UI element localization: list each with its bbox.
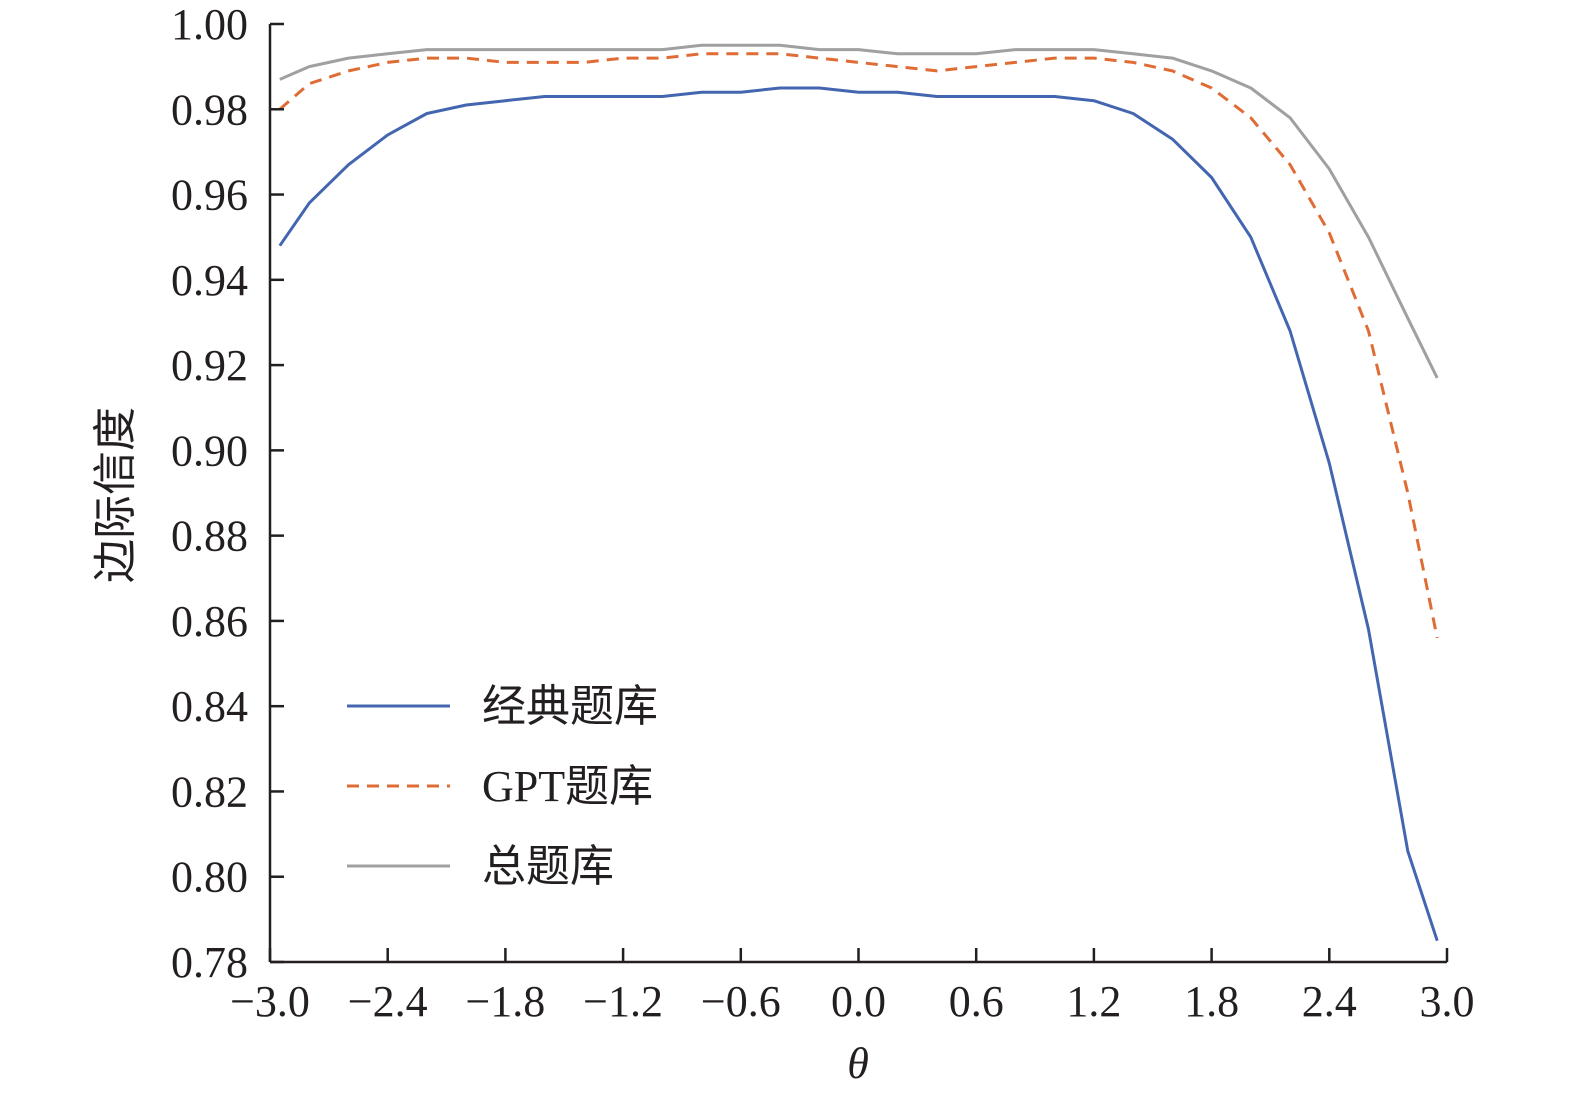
- legend-label-3: 总题库: [482, 842, 614, 891]
- series-layer: [278, 43, 1439, 942]
- x-tick-label: 0.0: [831, 977, 886, 1026]
- ticks-layer: 0.78 0.80 0.82 0.84 0.86 0.88 0.90 0.92 0.94 0.96…: [171, 0, 1475, 1026]
- y-tick-label: 0.96: [171, 171, 248, 220]
- y-axis-label: 边际信度: [91, 407, 140, 583]
- legend-label-1: 经典题库: [482, 682, 658, 731]
- x-tick-label: 3.0: [1420, 977, 1475, 1026]
- y-tick-label: 0.90: [171, 426, 248, 475]
- y-tick-label: 0.88: [171, 512, 248, 561]
- x-tick-label: 1.8: [1184, 977, 1239, 1026]
- y-tick-label: 1.00: [171, 0, 248, 49]
- y-tick-label: 0.80: [171, 853, 248, 902]
- series-line-3: [279, 43, 1439, 379]
- y-tick-label: 0.94: [171, 256, 248, 305]
- y-tick-label: 0.98: [171, 85, 248, 134]
- y-tick-label: 0.84: [171, 682, 248, 731]
- y-tick-label: 0.92: [171, 341, 248, 390]
- y-tick-label: 0.86: [171, 597, 248, 646]
- axes-layer: [268, 24, 1447, 964]
- x-tick-label: −2.4: [348, 977, 428, 1026]
- series-line-2: [278, 52, 1439, 639]
- x-axis-label: θ: [847, 1039, 869, 1088]
- x-tick-label: −0.6: [701, 977, 781, 1026]
- x-tick-label: 2.4: [1302, 977, 1357, 1026]
- y-tick-label: 0.78: [171, 938, 248, 987]
- x-tick-label: 1.2: [1066, 977, 1121, 1026]
- x-tick-label: −3.0: [230, 977, 310, 1026]
- legend-label-2: GPT题库: [482, 762, 653, 811]
- y-tick-label: 0.82: [171, 767, 248, 816]
- x-tick-label: 0.6: [949, 977, 1004, 1026]
- series-line-1: [278, 86, 1439, 942]
- x-tick-label: −1.2: [583, 977, 663, 1026]
- x-tick-label: −1.8: [465, 977, 545, 1026]
